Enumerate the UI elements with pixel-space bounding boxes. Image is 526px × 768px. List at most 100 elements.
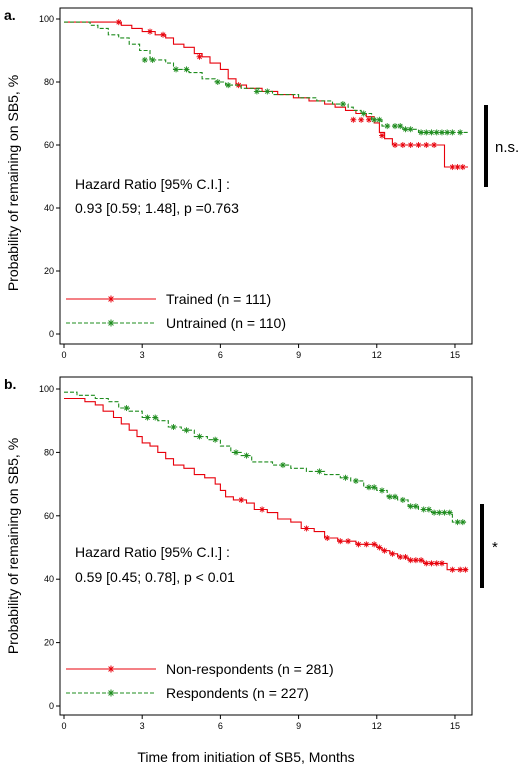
censor-mark	[420, 506, 427, 513]
censor-mark	[423, 560, 430, 567]
censor-mark	[279, 462, 286, 469]
censor-mark	[412, 557, 419, 564]
y-tick-label: 60	[44, 140, 54, 150]
censor-mark	[152, 414, 159, 421]
significance-label: *	[492, 539, 498, 556]
censor-mark	[449, 164, 456, 171]
y-tick-label: 40	[44, 203, 54, 213]
censor-mark	[225, 82, 232, 89]
censor-mark	[365, 116, 372, 123]
plot-frame	[59, 376, 473, 716]
censor-mark	[397, 123, 404, 130]
series-line-1	[64, 21, 468, 168]
censor-mark	[449, 566, 456, 573]
censor-mark	[386, 493, 393, 500]
y-tick-label: 0	[49, 329, 54, 339]
censor-mark	[253, 88, 260, 95]
hazard-ratio-annotation-line-1: Hazard Ratio [95% C.I.] :	[75, 544, 230, 560]
y-tick-label: 80	[44, 447, 54, 457]
plot-frame	[59, 7, 473, 345]
legend-swatch-marker	[107, 665, 115, 673]
significance-label: n.s.	[495, 139, 519, 156]
censor-mark	[214, 79, 221, 85]
censor-mark	[412, 503, 419, 510]
x-tick-label: 12	[372, 350, 382, 360]
series-line-2	[64, 21, 468, 133]
censor-mark	[243, 452, 250, 459]
censor-mark	[316, 468, 323, 475]
y-tick-label: 60	[44, 511, 54, 521]
censor-mark	[392, 142, 399, 148]
censor-mark	[402, 126, 409, 133]
censor-mark	[259, 506, 266, 513]
censor-mark	[399, 496, 406, 503]
censor-mark	[428, 560, 435, 567]
censor-mark	[196, 53, 203, 60]
censor-mark	[415, 142, 422, 148]
censor-mark	[449, 129, 456, 136]
censor-mark	[389, 550, 396, 557]
y-axis-label: Probability of remaining on SB5, %	[5, 438, 21, 654]
censor-mark	[360, 110, 367, 117]
x-tick-label: 6	[218, 350, 223, 360]
censor-mark	[431, 142, 438, 148]
x-tick-label: 6	[218, 721, 223, 731]
x-axis-label: Time from initiation of SB5, Months	[137, 749, 354, 765]
y-tick-label: 20	[44, 638, 54, 648]
censor-mark	[355, 541, 362, 548]
legend-entry-label: Untrained (n = 110)	[166, 315, 286, 331]
censor-mark	[238, 496, 245, 503]
censor-mark	[381, 547, 388, 554]
censor-mark	[438, 560, 445, 567]
y-tick-label: 20	[44, 266, 54, 276]
censor-mark	[441, 509, 448, 516]
censor-mark	[444, 129, 451, 136]
censor-mark	[345, 538, 352, 545]
censor-mark	[342, 474, 349, 481]
censor-mark	[141, 56, 148, 63]
censor-mark	[183, 66, 190, 73]
censor-mark	[457, 566, 464, 573]
censor-mark	[160, 31, 167, 38]
censor-mark	[399, 142, 406, 148]
censor-mark	[363, 541, 370, 548]
censor-mark	[173, 66, 180, 73]
censor-mark	[454, 164, 461, 171]
legend-entry-label: Non-respondents (n = 281)	[166, 661, 334, 677]
censor-mark	[144, 414, 151, 421]
censor-mark	[147, 28, 154, 35]
chart-panel-a: a. 0 20 40 60 80 100 0 3 6 9 12 15 Probability of rem…	[4, 7, 519, 360]
censor-mark	[384, 123, 391, 130]
y-tick-label: 100	[39, 384, 54, 394]
censor-mark	[428, 129, 435, 136]
x-tick-label: 15	[450, 721, 460, 731]
x-tick-label: 3	[140, 721, 145, 731]
censor-mark	[196, 433, 203, 440]
censor-mark	[407, 142, 414, 148]
censor-mark	[392, 123, 399, 130]
censor-mark	[407, 126, 414, 133]
censor-mark	[365, 484, 372, 491]
censor-mark	[397, 554, 404, 561]
y-tick-label: 100	[39, 14, 54, 24]
censor-mark	[454, 519, 461, 526]
censor-mark	[149, 56, 156, 63]
censor-mark	[446, 509, 453, 516]
censor-mark	[407, 503, 414, 510]
y-tick-label: 0	[49, 701, 54, 711]
censor-mark	[170, 424, 177, 431]
y-tick-label: 80	[44, 77, 54, 87]
censor-mark	[402, 554, 409, 561]
x-tick-label: 15	[450, 350, 460, 360]
censor-mark	[431, 509, 438, 516]
censor-mark	[264, 88, 271, 95]
hazard-ratio-annotation-line-2: 0.59 [0.45; 0.78], p < 0.01	[75, 569, 235, 585]
censor-mark	[303, 525, 310, 532]
censor-mark	[115, 19, 122, 26]
x-tick-label: 3	[140, 350, 145, 360]
hazard-ratio-annotation-line-2: 0.93 [0.59; 1.48], p =0.763	[75, 200, 239, 216]
x-tick-label: 9	[296, 721, 301, 731]
hazard-ratio-annotation-line-1: Hazard Ratio [95% C.I.] :	[75, 176, 230, 192]
censor-mark	[358, 116, 365, 123]
